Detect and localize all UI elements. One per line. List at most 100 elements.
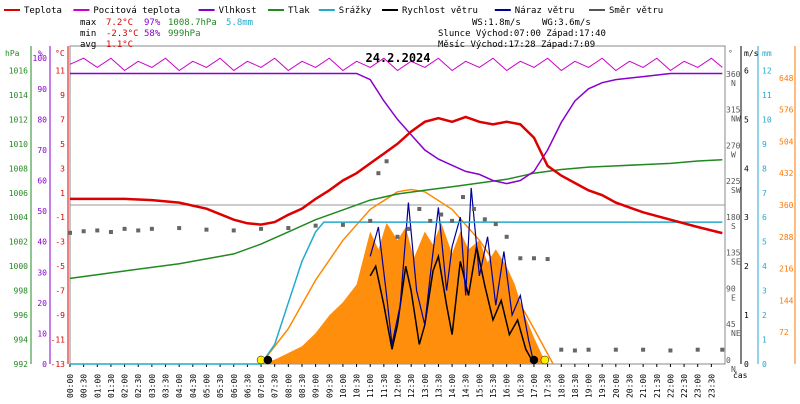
stat-5: min bbox=[80, 29, 96, 39]
wind-dir-point-5 bbox=[136, 228, 141, 233]
stat-9: avg bbox=[80, 40, 96, 50]
tick-ms-6: 0 bbox=[744, 360, 749, 369]
solar-theoretical-line bbox=[260, 188, 554, 365]
tick-dir-deg-7: 45 bbox=[726, 320, 736, 329]
tick-mm-11: 1 bbox=[762, 336, 767, 345]
tick-ms-4: 2 bbox=[744, 262, 749, 271]
xtick-label-22: 11:00 bbox=[366, 374, 375, 398]
tick-hpa-12: 992 bbox=[14, 360, 29, 369]
xtick-label-17: 08:30 bbox=[298, 374, 307, 398]
wind-dir-point-18 bbox=[406, 226, 411, 231]
chart-title: 24.2.2024 bbox=[365, 51, 430, 65]
tick-temp-0: 11 bbox=[55, 66, 65, 75]
xtick-label-5: 02:30 bbox=[134, 374, 143, 398]
tick-dir-name-0: N bbox=[731, 79, 736, 88]
unit-pct: % bbox=[38, 49, 43, 58]
tick-hpa-4: 1008 bbox=[9, 164, 28, 173]
wind-dir-point-34 bbox=[613, 347, 618, 352]
tick-mm-12: 0 bbox=[762, 360, 767, 369]
tick-hpa-11: 994 bbox=[14, 336, 29, 345]
wind-dir-point-27 bbox=[504, 234, 509, 239]
tick-mm-2: 10 bbox=[762, 115, 772, 124]
wind-dir-point-25 bbox=[482, 217, 487, 222]
tick-temp-8: -5 bbox=[55, 262, 65, 271]
pressure-line bbox=[69, 158, 723, 280]
xtick-label-12: 06:00 bbox=[230, 374, 239, 398]
tick-hpa-7: 1002 bbox=[9, 238, 28, 247]
xtick-label-43: 21:30 bbox=[653, 374, 662, 398]
stat-1: 7.2°C bbox=[106, 18, 133, 28]
tick-pct-2: 80 bbox=[37, 115, 47, 124]
wind-dir-point-37 bbox=[695, 347, 700, 352]
xtick-label-26: 13:00 bbox=[421, 374, 430, 398]
xtick-label-4: 02:00 bbox=[121, 374, 130, 398]
xtick-label-31: 15:30 bbox=[489, 374, 498, 398]
tick-pct-9: 10 bbox=[37, 329, 47, 338]
xtick-label-37: 18:30 bbox=[571, 374, 580, 398]
xtick-label-8: 04:00 bbox=[175, 374, 184, 398]
xtick-label-7: 03:30 bbox=[162, 374, 171, 398]
tick-hpa-10: 996 bbox=[14, 311, 29, 320]
wind-dir-point-2 bbox=[95, 228, 100, 233]
xtick-label-10: 05:00 bbox=[202, 374, 211, 398]
wind-dir-point-31 bbox=[559, 347, 564, 352]
unit-degc: °C bbox=[55, 49, 65, 58]
xtick-label-28: 14:00 bbox=[448, 374, 457, 398]
wind-gust-line bbox=[369, 187, 535, 365]
legend-label-1: Pocitová teplota bbox=[93, 6, 180, 16]
apparent-temp-line bbox=[69, 57, 723, 72]
xtick-label-21: 10:30 bbox=[353, 374, 362, 398]
xtick-label-11: 05:30 bbox=[216, 374, 225, 398]
wind-dir-point-11 bbox=[286, 226, 291, 231]
stat-2: 97% bbox=[144, 18, 161, 28]
wind-dir-point-16 bbox=[384, 159, 389, 164]
xtick-label-42: 21:00 bbox=[639, 374, 648, 398]
stat-12: WG:3.6m/s bbox=[542, 18, 591, 28]
stat-3: 1008.7hPa bbox=[168, 18, 217, 28]
tick-pct-10: 0 bbox=[42, 360, 47, 369]
tick-hpa-0: 1016 bbox=[9, 66, 28, 75]
humidity-line bbox=[70, 72, 723, 185]
tick-dir-name-4: S bbox=[731, 222, 736, 231]
tick-mm-0: 12 bbox=[762, 66, 772, 75]
stat-6: -2.3°C bbox=[106, 29, 139, 39]
tick-ms-5: 1 bbox=[744, 311, 749, 320]
wind-dir-point-3 bbox=[108, 230, 113, 235]
legend-label-3: Tlak bbox=[288, 6, 310, 16]
wind-dir-point-32 bbox=[572, 348, 577, 353]
tick-temp-12: -13 bbox=[51, 360, 66, 369]
xtick-label-15: 07:30 bbox=[271, 374, 280, 398]
wind-dir-point-33 bbox=[586, 347, 591, 352]
tick-wm-5: 288 bbox=[779, 233, 794, 242]
wind-dir-point-7 bbox=[177, 226, 182, 231]
xtick-label-39: 19:30 bbox=[598, 374, 607, 398]
wind-dir-point-9 bbox=[231, 228, 236, 233]
stat-13: Slunce Východ:07:00 Západ:17:40 bbox=[438, 29, 606, 39]
tick-dir-deg-3: 225 bbox=[726, 177, 741, 186]
wind-speed-line bbox=[369, 246, 535, 365]
xtick-label-3: 01:30 bbox=[107, 374, 116, 398]
wind-dir-point-24 bbox=[471, 206, 476, 211]
tick-mm-4: 8 bbox=[762, 164, 767, 173]
wind-dir-point-30 bbox=[545, 257, 550, 262]
tick-wm-6: 216 bbox=[779, 265, 794, 274]
stat-10: 1.1°C bbox=[106, 40, 133, 50]
legend-label-5: Rychlost větru bbox=[402, 6, 478, 16]
tick-pct-7: 30 bbox=[37, 268, 47, 277]
xtick-label-2: 01:00 bbox=[93, 374, 102, 398]
xtick-label-34: 17:00 bbox=[530, 374, 539, 398]
xtick-label-46: 23:00 bbox=[694, 374, 703, 398]
tick-temp-9: -7 bbox=[55, 287, 65, 296]
wind-dir-point-35 bbox=[641, 347, 646, 352]
wind-dir-point-19 bbox=[417, 206, 422, 211]
stat-7: 58% bbox=[144, 29, 161, 39]
xtick-label-30: 15:00 bbox=[475, 374, 484, 398]
tick-temp-10: -9 bbox=[55, 311, 65, 320]
tick-pct-0: 100 bbox=[33, 54, 48, 63]
wind-dir-point-14 bbox=[368, 218, 373, 223]
tick-mm-5: 7 bbox=[762, 189, 767, 198]
stat-8: 999hPa bbox=[168, 29, 201, 39]
legend-label-2: Vlhkost bbox=[219, 6, 257, 16]
